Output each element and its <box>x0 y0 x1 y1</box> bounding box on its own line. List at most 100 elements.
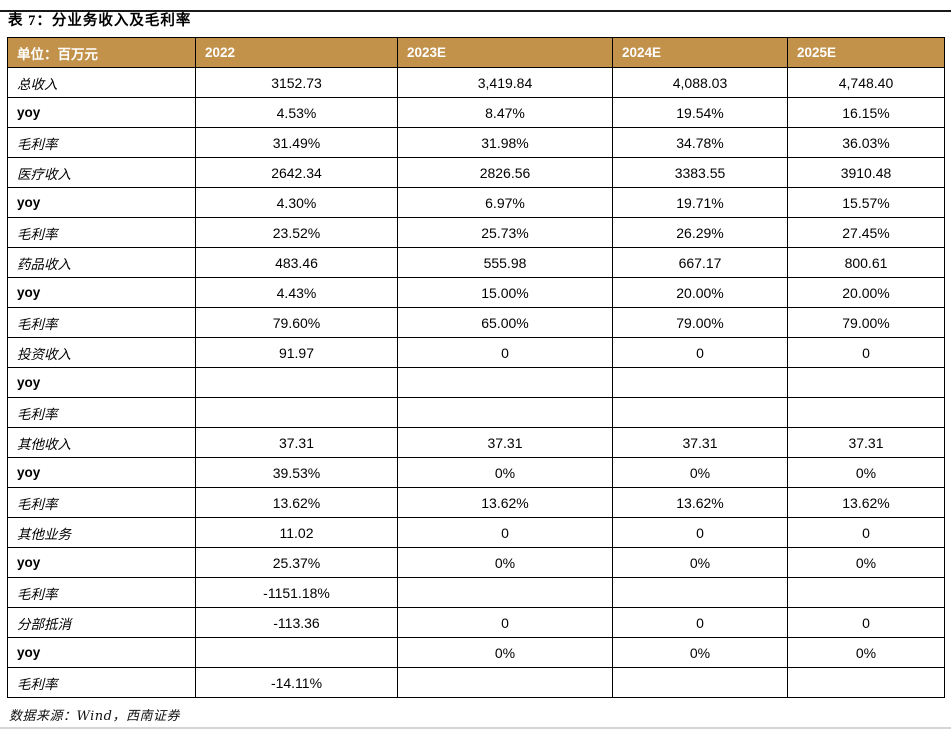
table-row: yoy 4.43% 15.00% 20.00% 20.00% <box>7 277 945 308</box>
table-row: 毛利率 31.49% 31.98% 34.78% 36.03% <box>7 127 945 158</box>
cell-value: 15.57% <box>787 187 945 218</box>
cell-value <box>397 367 613 398</box>
cell-value: 6.97% <box>397 187 613 218</box>
cell-value <box>787 577 945 608</box>
row-label: 毛利率 <box>7 667 196 698</box>
cell-value: 20.00% <box>612 277 788 308</box>
cell-value: -14.11% <box>195 667 398 698</box>
row-label: 毛利率 <box>7 577 196 608</box>
row-label: 分部抵消 <box>7 607 196 638</box>
cell-value: 3,419.84 <box>397 67 613 98</box>
cell-value: 13.62% <box>195 487 398 518</box>
cell-value: 0 <box>787 607 945 638</box>
cell-value: 4.53% <box>195 97 398 128</box>
table-header-row: 单位：百万元 2022 2023E 2024E 2025E <box>7 37 945 68</box>
top-divider <box>0 10 951 12</box>
cell-value <box>612 667 788 698</box>
cell-value: 36.03% <box>787 127 945 158</box>
cell-value <box>787 667 945 698</box>
cell-value: 37.31 <box>787 427 945 458</box>
cell-value <box>195 637 398 668</box>
year-header-2024e: 2024E <box>612 37 788 68</box>
table-row: 其他业务 11.02 0 0 0 <box>7 517 945 548</box>
table-row: 毛利率 <box>7 397 945 428</box>
cell-value: 8.47% <box>397 97 613 128</box>
table-row: 毛利率 -1151.18% <box>7 577 945 608</box>
year-header-2022: 2022 <box>195 37 398 68</box>
cell-value: 2642.34 <box>195 157 398 188</box>
table-row: 总收入 3152.73 3,419.84 4,088.03 4,748.40 <box>7 67 945 98</box>
cell-value: 65.00% <box>397 307 613 338</box>
row-label: 毛利率 <box>7 127 196 158</box>
cell-value: 91.97 <box>195 337 398 368</box>
cell-value: 3910.48 <box>787 157 945 188</box>
table-row: 分部抵消 -113.36 0 0 0 <box>7 607 945 638</box>
source-note: 数据来源：Wind，西南证券 <box>9 709 180 724</box>
table-row: yoy 25.37% 0% 0% 0% <box>7 547 945 578</box>
cell-value: 19.54% <box>612 97 788 128</box>
table-row: yoy 4.53% 8.47% 19.54% 16.15% <box>7 97 945 128</box>
table-row: yoy 39.53% 0% 0% 0% <box>7 457 945 488</box>
cell-value: 4,088.03 <box>612 67 788 98</box>
cell-value: 0% <box>787 547 945 578</box>
cell-value: 16.15% <box>787 97 945 128</box>
cell-value: 0 <box>397 607 613 638</box>
table-row: 其他收入 37.31 37.31 37.31 37.31 <box>7 427 945 458</box>
row-label: 其他业务 <box>7 517 196 548</box>
cell-value: 0 <box>397 337 613 368</box>
cell-value <box>787 367 945 398</box>
cell-value: -1151.18% <box>195 577 398 608</box>
cell-value <box>612 397 788 428</box>
table-title: 表 7：分业务收入及毛利率 <box>8 13 192 29</box>
table-row: 投资收入 91.97 0 0 0 <box>7 337 945 368</box>
cell-value: 0 <box>787 517 945 548</box>
cell-value: 4.43% <box>195 277 398 308</box>
row-label: 毛利率 <box>7 217 196 248</box>
row-label: 投资收入 <box>7 337 196 368</box>
row-label: 毛利率 <box>7 397 196 428</box>
cell-value: 34.78% <box>612 127 788 158</box>
cell-value: 0% <box>612 547 788 578</box>
row-label: yoy <box>7 547 196 578</box>
table-row: 医疗收入 2642.34 2826.56 3383.55 3910.48 <box>7 157 945 188</box>
cell-value: 0 <box>612 607 788 638</box>
cell-value: 19.71% <box>612 187 788 218</box>
cell-value: 11.02 <box>195 517 398 548</box>
table-row: yoy 4.30% 6.97% 19.71% 15.57% <box>7 187 945 218</box>
cell-value: 25.37% <box>195 547 398 578</box>
cell-value <box>195 367 398 398</box>
year-header-2025e: 2025E <box>787 37 945 68</box>
unit-header-cell: 单位：百万元 <box>7 37 196 68</box>
row-label: yoy <box>7 187 196 218</box>
cell-value: 31.98% <box>397 127 613 158</box>
row-label: 药品收入 <box>7 247 196 278</box>
row-label: yoy <box>7 277 196 308</box>
cell-value: 79.00% <box>612 307 788 338</box>
cell-value: 13.62% <box>787 487 945 518</box>
cell-value: 27.45% <box>787 217 945 248</box>
cell-value: 0% <box>612 637 788 668</box>
cell-value: 37.31 <box>397 427 613 458</box>
row-label: yoy <box>7 367 196 398</box>
cell-value: 483.46 <box>195 247 398 278</box>
row-label: 毛利率 <box>7 307 196 338</box>
row-label: 毛利率 <box>7 487 196 518</box>
cell-value: 23.52% <box>195 217 398 248</box>
cell-value <box>397 577 613 608</box>
cell-value: 4.30% <box>195 187 398 218</box>
cell-value: 0 <box>397 517 613 548</box>
cell-value: 79.00% <box>787 307 945 338</box>
cell-value: -113.36 <box>195 607 398 638</box>
cell-value: 39.53% <box>195 457 398 488</box>
cell-value: 79.60% <box>195 307 398 338</box>
cell-value: 0% <box>397 457 613 488</box>
cell-value: 20.00% <box>787 277 945 308</box>
cell-value: 13.62% <box>397 487 613 518</box>
cell-value: 3152.73 <box>195 67 398 98</box>
cell-value: 0% <box>397 547 613 578</box>
cell-value <box>397 397 613 428</box>
row-label: 总收入 <box>7 67 196 98</box>
cell-value: 37.31 <box>612 427 788 458</box>
cell-value: 26.29% <box>612 217 788 248</box>
table-row: 药品收入 483.46 555.98 667.17 800.61 <box>7 247 945 278</box>
